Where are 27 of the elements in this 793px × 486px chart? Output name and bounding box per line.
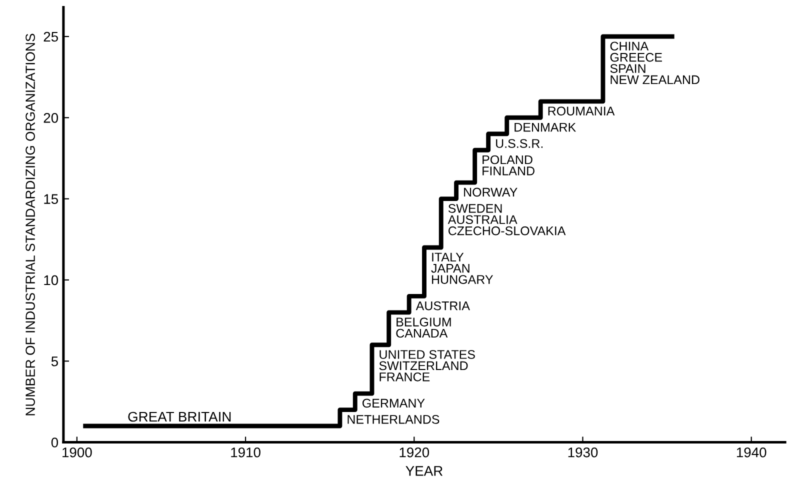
annotation: GERMANY	[362, 398, 425, 408]
y-tick-label: 15	[44, 194, 58, 204]
x-tick-label: 1940	[736, 447, 766, 458]
y-tick-label: 10	[44, 275, 58, 286]
annotation: U.S.S.R.	[496, 139, 543, 148]
annotation: GREAT BRITAIN	[128, 412, 231, 422]
x-tick-label: 1920	[400, 447, 430, 458]
annotation: BELGIUM CANADA	[396, 318, 451, 338]
annotation: SWEDEN AUSTRALIA CZECHO-SLOVAKIA	[448, 204, 566, 236]
y-axis-title: NUMBER OF INDUSTRIAL STANDARDIZING ORGANIZATIONS	[26, 34, 35, 416]
x-tick-label: 1910	[231, 447, 260, 458]
annotation: AUSTRIA	[416, 301, 470, 310]
y-tick-label: 5	[51, 356, 58, 366]
y-tick-label: 20	[44, 112, 58, 123]
x-tick-label: 1900	[62, 447, 92, 458]
annotation: CHINA GREECE SPAIN NEW ZEALAND	[610, 42, 700, 84]
annotation: ROUMANIA	[548, 106, 615, 116]
y-tick-label: 0	[51, 438, 58, 448]
x-axis-title: YEAR	[406, 466, 443, 476]
annotation: ITALY JAPAN HUNGARY	[431, 252, 494, 284]
y-tick-label: 25	[44, 32, 58, 42]
annotation: NORWAY	[464, 188, 518, 197]
annotation: POLAND FINLAND	[482, 155, 534, 176]
x-tick-label: 1930	[568, 447, 598, 458]
annotation: NETHERLANDS	[348, 415, 440, 424]
annotation: DENMARK	[514, 122, 576, 132]
annotation: UNITED STATES SWITZERLAND FRANCE	[379, 350, 475, 382]
